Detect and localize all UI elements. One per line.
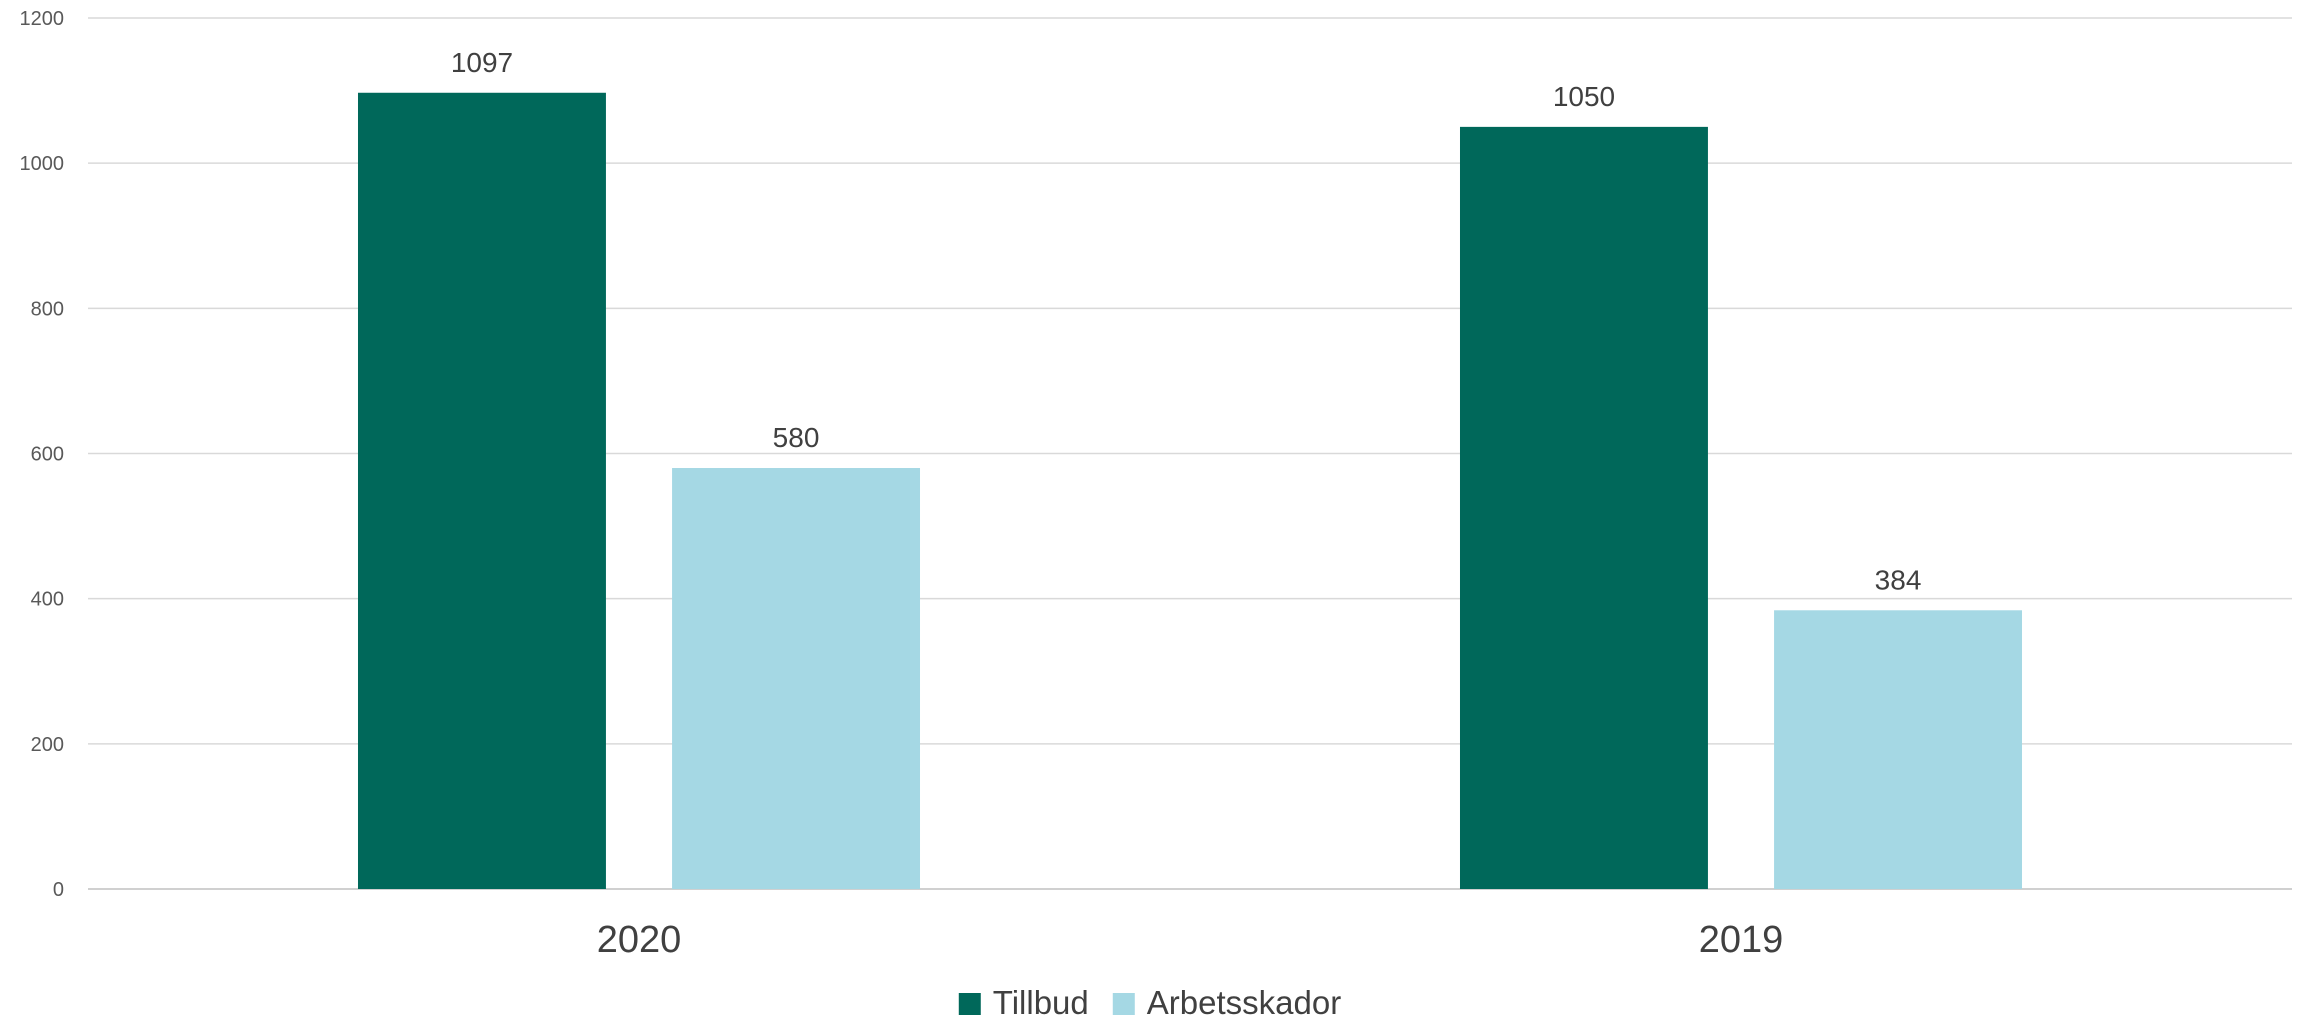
legend: Tillbud Arbetsskador [958,984,1341,1021]
data-label: 1097 [451,47,513,78]
bar-arbetsskador-2019 [1774,610,2023,889]
y-tick-label: 600 [31,444,64,466]
legend-swatch [958,993,981,1015]
data-label: 384 [1875,564,1922,595]
data-label: 1050 [1553,81,1615,112]
legend-item: Arbetsskador [1112,984,1341,1021]
data-label: 580 [773,422,820,453]
bar-tillbud-2020 [357,92,606,889]
legend-swatch [1112,993,1135,1015]
bar-tillbud-2019 [1459,126,1708,889]
y-tick-label: 0 [53,879,64,901]
y-tick-label: 800 [31,298,64,320]
y-tick-label: 400 [31,589,64,611]
legend-label: Tillbud [993,984,1089,1021]
x-category-label: 2020 [597,919,682,961]
y-tick-label: 200 [31,734,64,756]
x-axis-categories: 2020 2019 [597,919,1784,961]
legend-label: Arbetsskador [1147,984,1341,1021]
y-tick-label: 1000 [20,153,65,175]
bars [357,92,2023,889]
legend-item: Tillbud [958,984,1089,1021]
y-tick-label: 1200 [20,8,65,30]
data-labels: 1097 580 1050 384 [451,47,1922,596]
x-category-label: 2019 [1699,919,1784,961]
bar-arbetsskador-2020 [672,468,921,889]
y-axis-ticks: 0 200 400 600 800 1000 1200 [20,8,65,901]
